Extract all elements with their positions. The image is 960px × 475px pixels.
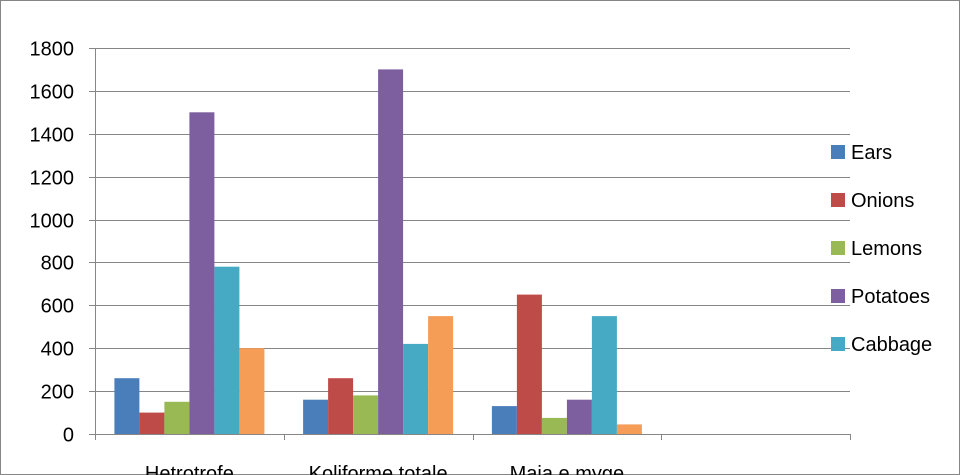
legend-item: Potatoes: [831, 286, 930, 308]
bar: [114, 378, 140, 434]
bar: [378, 69, 404, 435]
x-tick-label: Maja e myge: [510, 463, 625, 475]
bar: [566, 399, 592, 434]
legend-swatch: [831, 337, 845, 351]
x-axis-tick-labels: Hetrotrofe Koliforme totale Maja e myge: [145, 463, 624, 475]
legend-label: Lemons: [851, 238, 922, 260]
y-tick-label: 800: [41, 253, 74, 275]
bar: [139, 412, 165, 434]
y-tick-label: 1800: [30, 39, 75, 61]
legend-label: Ears: [851, 142, 892, 164]
bar: [541, 417, 567, 434]
y-tick-label: 1200: [30, 168, 75, 190]
bar: [164, 401, 190, 434]
bar: [428, 316, 454, 434]
bar: [214, 266, 240, 434]
legend-swatch: [831, 145, 845, 159]
bars: [114, 69, 642, 435]
y-tick-label: 0: [63, 425, 74, 447]
bar: [239, 348, 265, 434]
legend-label: Onions: [851, 190, 914, 212]
x-tick-label: Hetrotrofe: [145, 463, 234, 475]
y-tick-label: 400: [41, 339, 74, 361]
bar: [491, 406, 517, 434]
x-tick-label: Koliforme totale: [309, 463, 448, 475]
y-axis-tick-labels: 0 200 400 600 800 1000 1200 1400 1600 1800: [30, 39, 75, 447]
bar: [403, 343, 429, 434]
legend-item: Onions: [831, 190, 914, 212]
legend-label: Potatoes: [851, 286, 930, 308]
y-tick-label: 1600: [30, 82, 75, 104]
legend: Ears Onions Lemons Potatoes Cabbage: [831, 142, 932, 356]
legend-item: Cabbage: [831, 334, 932, 356]
y-tick-label: 600: [41, 296, 74, 318]
bar: [616, 424, 642, 434]
bar: [328, 378, 354, 434]
y-tick-label: 200: [41, 382, 74, 404]
legend-swatch: [831, 289, 845, 303]
bar: [516, 294, 542, 434]
y-tick-label: 1000: [30, 211, 75, 233]
y-tick-label: 1400: [30, 125, 75, 147]
bar: [353, 395, 379, 434]
legend-item: Ears: [831, 142, 892, 164]
legend-swatch: [831, 241, 845, 255]
bar: [189, 112, 215, 435]
bar: [591, 316, 617, 434]
legend-swatch: [831, 193, 845, 207]
legend-item: Lemons: [831, 238, 922, 260]
x-axis: [95, 434, 851, 440]
legend-label: Cabbage: [851, 334, 932, 356]
bar: [303, 399, 329, 434]
